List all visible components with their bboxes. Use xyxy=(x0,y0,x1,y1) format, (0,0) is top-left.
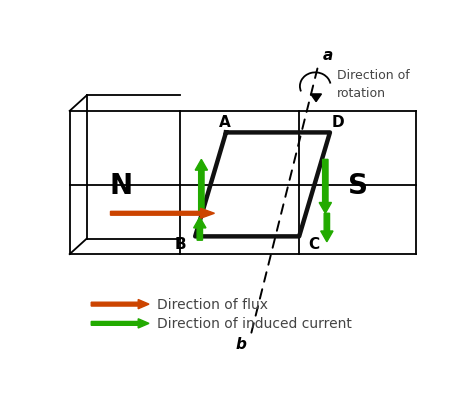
FancyArrow shape xyxy=(319,160,331,214)
Text: b: b xyxy=(235,337,246,352)
Polygon shape xyxy=(310,95,321,102)
Text: Direction of: Direction of xyxy=(337,69,410,82)
Text: D: D xyxy=(331,114,344,129)
Text: rotation: rotation xyxy=(337,87,386,100)
Text: A: A xyxy=(219,114,230,129)
FancyArrow shape xyxy=(91,300,149,309)
FancyArrow shape xyxy=(195,160,208,214)
Text: Direction of flux: Direction of flux xyxy=(157,297,268,311)
FancyArrow shape xyxy=(194,217,206,241)
FancyArrow shape xyxy=(91,319,149,328)
Text: C: C xyxy=(309,237,319,252)
Text: S: S xyxy=(347,171,368,199)
Text: a: a xyxy=(323,48,333,63)
Text: B: B xyxy=(174,237,186,252)
Text: Direction of induced current: Direction of induced current xyxy=(157,317,352,330)
Text: N: N xyxy=(109,171,132,199)
FancyArrow shape xyxy=(321,214,333,242)
FancyArrow shape xyxy=(110,209,214,219)
